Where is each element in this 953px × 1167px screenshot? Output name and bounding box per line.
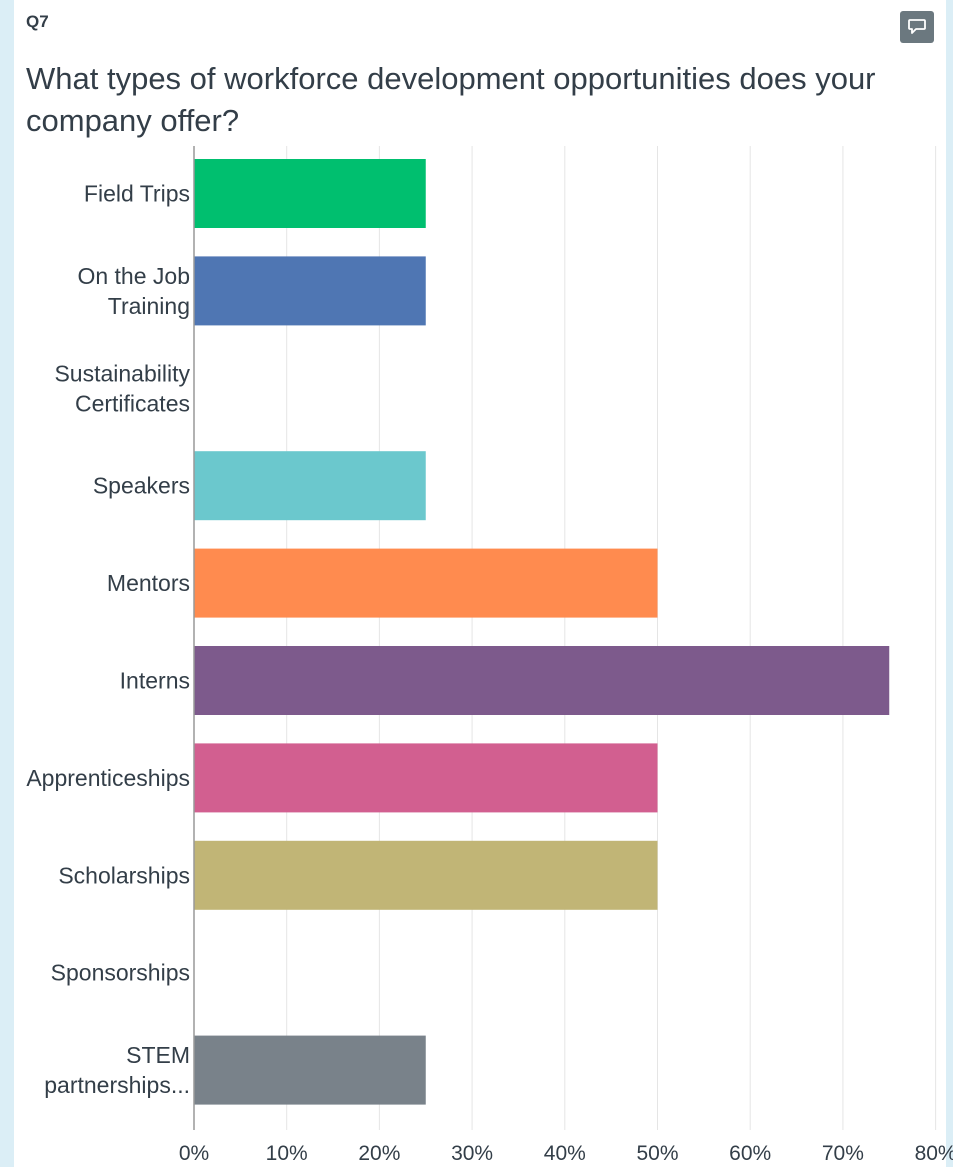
comment-button[interactable] <box>900 11 934 43</box>
category-label: STEM partnerships... <box>44 1042 190 1098</box>
category-label: Speakers <box>93 473 190 499</box>
x-tick-label: 20% <box>358 1142 400 1165</box>
bar[interactable] <box>194 1035 426 1105</box>
x-tick-label: 80% <box>915 1142 953 1165</box>
bar[interactable] <box>194 743 658 813</box>
bar[interactable] <box>194 159 426 228</box>
category-label: Mentors <box>107 570 190 596</box>
category-label: Scholarships <box>58 862 190 888</box>
x-tick-label: 10% <box>266 1142 308 1165</box>
x-tick-label: 60% <box>729 1142 771 1165</box>
comment-icon <box>908 19 926 34</box>
category-label: Sponsorships <box>51 960 190 986</box>
bar[interactable] <box>194 646 890 715</box>
question-number: Q7 <box>26 12 49 31</box>
x-tick-label: 40% <box>544 1142 586 1165</box>
x-tick-label: 50% <box>636 1142 678 1165</box>
category-label: Interns <box>120 668 190 694</box>
question-title: What types of workforce development oppo… <box>26 61 876 138</box>
x-tick-label: 70% <box>822 1142 864 1165</box>
bar[interactable] <box>194 840 658 910</box>
x-tick-label: 0% <box>179 1142 209 1165</box>
bar[interactable] <box>194 548 658 618</box>
x-tick-label: 30% <box>451 1142 493 1165</box>
category-label: Apprenticeships <box>26 765 190 791</box>
category-label: Sustainability Certificates <box>54 360 190 416</box>
category-label: On the Job Training <box>77 263 190 319</box>
question-card: Q7 What types of workforce development o… <box>14 0 946 1167</box>
category-label: Field Trips <box>84 181 190 207</box>
bar[interactable] <box>194 256 426 326</box>
bar[interactable] <box>194 451 426 521</box>
